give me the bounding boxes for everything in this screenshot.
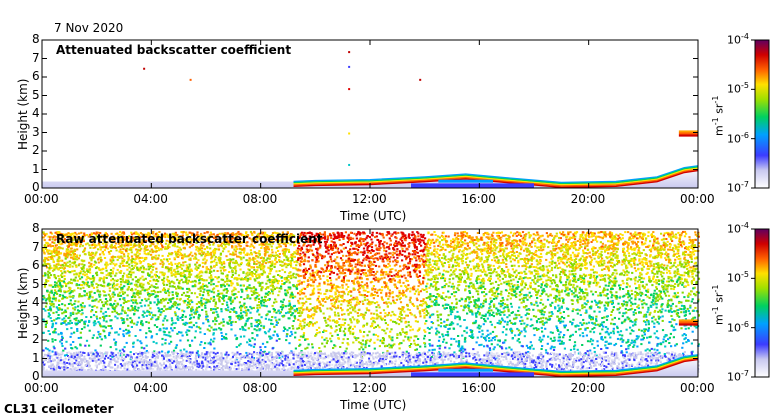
y-tick-label: 0 [32,180,40,194]
raw-noise-field [42,230,701,361]
y-tick-label: 2 [32,143,40,157]
x-tick-label: 20:00 [570,381,606,395]
noise-point [189,78,192,81]
y-tick-label: 8 [32,32,40,46]
colorbar-tick-label: 10-7 [727,369,749,384]
surface-layer [411,372,534,377]
x-tick-label: 00:00 [680,192,715,206]
y-tick-label: 7 [32,50,40,65]
x-tick-label: 00:00 [24,192,59,206]
y-tick-label: 2 [32,332,40,346]
boundary-layer-edge [293,355,699,374]
x-tick-label: 08:00 [242,192,278,206]
cloud-layer [678,323,698,326]
y-tick-label: 6 [32,69,40,83]
colorbar [754,228,770,378]
y-tick-label: 4 [32,106,40,120]
colorbar-tick-label: 10-5 [727,270,749,285]
colorbar-tick-label: 10-7 [727,180,749,195]
y-tick-label: 8 [32,221,40,235]
cloud-layer [678,134,698,137]
cloud-layer [678,319,698,322]
boundary-layer-edge [293,167,699,186]
x-tick-label: 04:00 [133,192,168,206]
x-tick-label: 20:00 [570,192,606,206]
y-tick-label: 3 [32,124,40,139]
y-tick-label: 5 [32,87,40,102]
noise-point [348,65,351,68]
boundary-layer-edge [293,168,699,187]
panel-1 [41,39,770,189]
x-tick-label: 12:00 [352,192,387,206]
x-tick-label: 00:00 [680,381,715,395]
x-tick-label: 12:00 [352,381,387,395]
panel-2 [41,228,770,378]
noise-point [419,78,422,81]
x-tick-label: 08:00 [242,381,278,395]
y-tick-label: 5 [32,276,40,291]
panel-title: Attenuated backscatter coefficient [56,43,292,57]
plot-area [42,40,698,188]
noise-point [348,88,351,91]
colorbar-unit-label: m-1 sr-1 [711,95,726,136]
x-axis-label: Time (UTC) [340,209,407,223]
panel-title: Raw attenuated backscatter coefficient [56,232,323,246]
x-tick-label: 00:00 [24,381,59,395]
colorbar-tick-label: 10-5 [727,81,749,96]
surface-layer [411,183,534,188]
instrument-label: CL31 ceilometer [4,402,114,416]
boundary-layer-edge [293,358,699,378]
boundary-layer-edge [293,357,699,376]
colorbar-unit-label: m-1 sr-1 [711,284,726,325]
boundary-layer-edge [293,165,699,184]
colorbar-tick-label: 10-4 [727,32,749,47]
date-label: 7 Nov 2020 [54,21,124,35]
y-tick-label: 1 [32,350,40,365]
noise-point [348,163,351,166]
y-axis-label: Height (km) [16,78,30,150]
boundary-layer-edge [293,356,699,375]
colorbar [754,39,770,189]
noise-point [143,67,146,70]
surface-layer-top [438,368,493,372]
noise-point [348,51,351,54]
y-tick-label: 7 [32,239,40,254]
y-tick-label: 1 [32,161,40,176]
cloud-layer [678,132,698,135]
y-axis-label: Height (km) [16,267,30,339]
x-tick-label: 16:00 [461,381,496,395]
y-tick-label: 6 [32,258,40,272]
colorbar-tick-label: 10-6 [727,130,749,146]
surface-layer-top [438,179,493,183]
y-tick-label: 3 [32,313,40,328]
cloud-layer [678,130,698,133]
boundary-layer-edge [293,169,699,189]
noise-point [348,132,351,135]
y-tick-label: 0 [32,369,40,383]
boundary-layer-edge [293,166,699,185]
boundary-layer-edge [293,354,699,373]
x-axis-label: Time (UTC) [340,398,407,412]
colorbar-tick-label: 10-6 [727,319,749,335]
cloud-layer [678,321,698,324]
y-tick-label: 4 [32,295,40,309]
x-tick-label: 04:00 [133,381,168,395]
x-tick-label: 16:00 [461,192,496,206]
colorbar-tick-label: 10-4 [727,221,749,236]
